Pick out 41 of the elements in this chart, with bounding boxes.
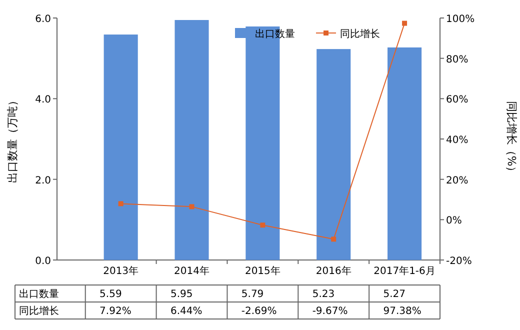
- legend-label: 同比增长: [340, 28, 380, 40]
- data-label: -2.69%: [241, 306, 277, 317]
- y2-tick-label: 0%: [446, 216, 462, 227]
- y-tick-label: 4.0: [35, 94, 51, 106]
- point: [402, 20, 408, 26]
- x-tick-label: 2013年: [103, 265, 139, 277]
- y-tick-label: 6.0: [35, 14, 51, 25]
- y2-tick-label: 20%: [446, 175, 468, 186]
- y2-tick-label: 60%: [446, 94, 468, 106]
- y2-axis-title: 同比增长（%）: [505, 100, 518, 178]
- point: [189, 204, 194, 210]
- y2-tick-label: 100%: [446, 14, 475, 25]
- data-label: -9.67%: [312, 306, 348, 317]
- text: 同比增长: [19, 306, 59, 317]
- text: 出口数量: [19, 289, 59, 300]
- data-label: 97.38%: [383, 306, 422, 317]
- data-label: 5.95: [170, 289, 193, 300]
- data-label: 5.23: [312, 289, 335, 300]
- y-tick-label: 0.0: [35, 256, 51, 267]
- bar: [174, 20, 209, 260]
- y2-tick-label: 40%: [446, 135, 468, 146]
- y2-tick-label: -20%: [446, 256, 472, 267]
- point: [260, 222, 266, 228]
- x-tick-label: 2015年: [244, 265, 280, 277]
- bar: [104, 34, 138, 260]
- y2-tick-label: 80%: [446, 54, 468, 66]
- x-tick-label: 2014年: [174, 265, 210, 277]
- y-tick-label: 2.0: [35, 175, 51, 186]
- data-label: 7.92%: [100, 306, 132, 317]
- x-tick-label: 2016年: [316, 265, 352, 277]
- data-label: 5.59: [100, 289, 122, 300]
- data-label: 6.44%: [170, 306, 202, 317]
- bar: [388, 47, 422, 260]
- y-axis-title: 出口数量（万吨）: [6, 95, 19, 183]
- point: [331, 236, 336, 242]
- data-label: 5.27: [383, 289, 406, 300]
- legend-label: 出口数量: [255, 28, 295, 40]
- data-label: 5.79: [241, 289, 264, 300]
- bar: [316, 49, 351, 260]
- x-tick-label: 2017年1-6月: [374, 265, 436, 277]
- point: [118, 201, 124, 206]
